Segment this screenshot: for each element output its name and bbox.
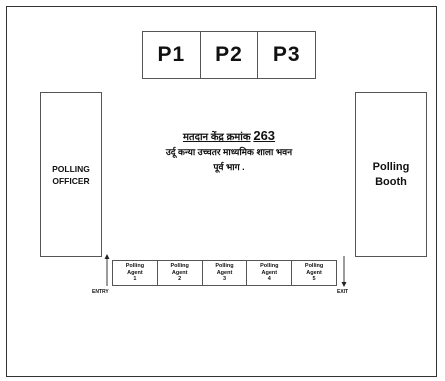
agent-line2: Agent	[171, 269, 188, 276]
agent-number: 5	[312, 276, 316, 283]
entry-arrow-icon	[104, 254, 110, 286]
agent-line1: Polling	[170, 263, 189, 270]
agent-line2: Agent	[216, 269, 233, 276]
agent-line1: Polling	[125, 263, 145, 270]
exit-label: EXIT	[337, 289, 349, 295]
polling-booth-box: Polling Booth	[355, 92, 427, 257]
polling-officer-line2: OFFICER	[52, 175, 90, 186]
agent-number: 4	[267, 276, 271, 283]
position-p1: P1	[143, 32, 201, 78]
centre-name: उर्दू कन्या उच्चतर माध्यमिक शाला भवन	[165, 147, 293, 157]
polling-agent-1: Polling Agent 1	[113, 261, 158, 285]
agent-line2: Agent	[261, 269, 278, 276]
position-p3: P3	[272, 43, 301, 66]
centre-heading: मतदान केंद्र क्रमांक 263	[108, 128, 350, 143]
centre-section: पूर्व भाग .	[213, 162, 245, 172]
position-p2: P2	[201, 32, 259, 78]
agent-number: 1	[133, 276, 137, 283]
centre-number: 263	[253, 128, 276, 143]
polling-officer-box: POLLING OFFICER	[40, 92, 102, 257]
polling-officer-line1: POLLING	[52, 163, 90, 174]
polling-agents-row: Polling Agent 1 Polling Agent 2 Polling …	[112, 260, 337, 286]
agent-line2: Agent	[306, 269, 322, 276]
entry-label: ENTRY	[92, 289, 109, 295]
agent-number: 3	[222, 276, 227, 283]
centre-label: मतदान केंद्र क्रमांक	[182, 132, 251, 143]
polling-centre-text: मतदान केंद्र क्रमांक 263 उर्दू कन्या उच्…	[108, 128, 350, 173]
agent-line1: Polling	[215, 263, 234, 270]
polling-agent-5: Polling Agent 5	[292, 261, 336, 285]
presiding-positions: P1 P2 P3	[142, 31, 316, 79]
polling-agent-2: Polling Agent 2	[158, 261, 203, 285]
agent-number: 2	[178, 276, 182, 283]
polling-booth-line1: Polling	[372, 160, 410, 173]
agent-line2: Agent	[127, 269, 143, 276]
polling-booth-line2: Booth	[375, 175, 407, 188]
exit-arrow-icon	[341, 256, 347, 287]
agent-line1: Polling	[260, 263, 279, 270]
polling-agent-4: Polling Agent 4	[247, 261, 293, 285]
agent-line1: Polling	[304, 263, 324, 270]
polling-agent-3: Polling Agent 3	[203, 261, 248, 285]
